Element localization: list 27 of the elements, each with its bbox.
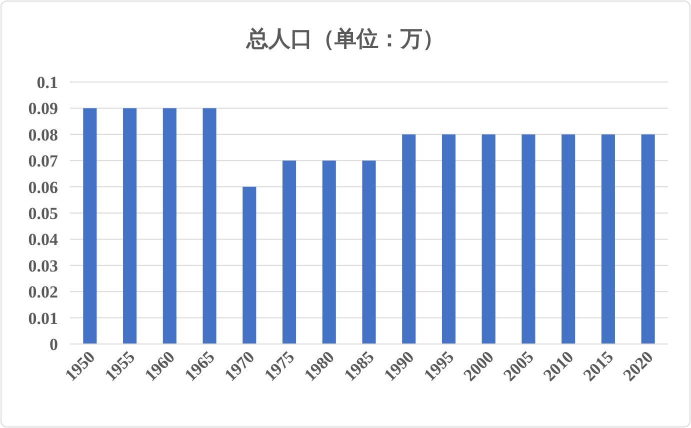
bar — [562, 134, 576, 344]
bar — [83, 108, 97, 344]
y-tick-label: 0.05 — [28, 204, 58, 223]
bar — [162, 108, 176, 344]
bar — [402, 134, 416, 344]
bar — [601, 134, 615, 344]
bar — [442, 134, 456, 344]
bar — [123, 108, 137, 344]
chart-title: 总人口（单位：万） — [246, 26, 444, 51]
y-tick-label: 0 — [50, 334, 58, 354]
bar — [322, 160, 336, 344]
y-tick-label: 0.06 — [28, 178, 58, 197]
y-tick-label: 0.03 — [28, 256, 58, 276]
bar — [202, 108, 216, 344]
y-tick-label: 0.02 — [28, 282, 58, 302]
y-tick-label: 0.01 — [28, 308, 58, 328]
y-tick-label: 0.04 — [28, 230, 58, 250]
bar — [641, 134, 655, 344]
y-tick-label: 0.08 — [28, 125, 58, 144]
bar — [482, 134, 496, 344]
y-tick-label: 0.1 — [36, 72, 58, 92]
bar — [362, 160, 376, 344]
y-tick-label: 0.07 — [28, 152, 58, 171]
bar — [242, 186, 256, 344]
y-tick-label: 0.09 — [28, 99, 58, 118]
bar — [522, 134, 536, 344]
bar — [282, 160, 296, 344]
